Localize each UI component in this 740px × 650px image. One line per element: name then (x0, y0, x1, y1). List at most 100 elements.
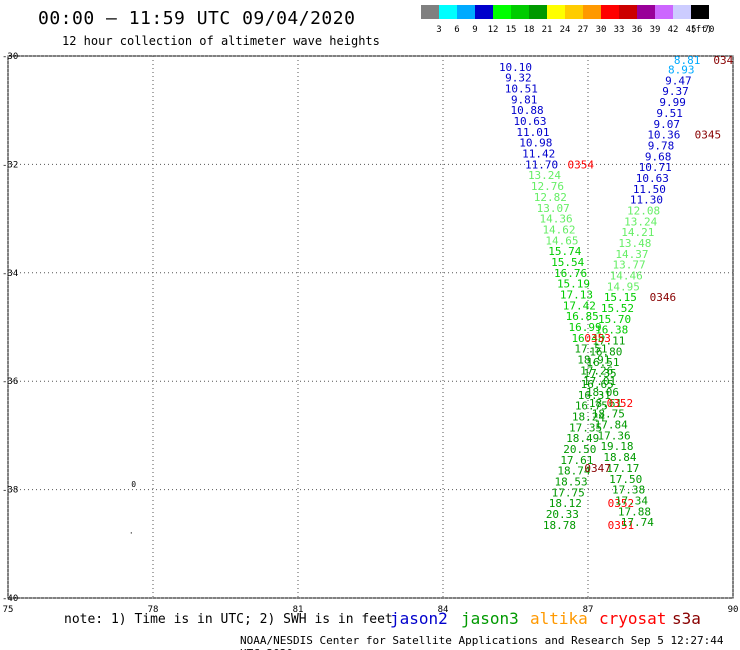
wave-height-label: 9.78 (648, 139, 675, 152)
wave-height-label: 10.36 (647, 129, 680, 142)
wave-height-label: 15.74 (548, 245, 581, 258)
wave-height-label: 12.08 (627, 204, 660, 217)
wave-height-label: 10.51 (505, 83, 538, 96)
wave-height-label: 17.11 (592, 335, 625, 348)
wave-height-label: 17.34 (615, 494, 648, 507)
legend-swatch (493, 5, 511, 19)
wave-height-label: 18.74 (557, 465, 590, 478)
wave-height-label: 18.84 (603, 451, 636, 464)
wave-height-label: 18.75 (592, 408, 625, 421)
wave-height-label: 0347 (584, 462, 611, 475)
y-tick-label: -36 (2, 377, 18, 387)
wave-height-label: 17.51 (574, 343, 607, 356)
wave-height-label: 16.76 (554, 267, 587, 280)
y-tick-label: -30 (2, 52, 18, 62)
wave-height-label: 9.37 (662, 85, 689, 98)
legend-swatch (583, 5, 601, 19)
legend-label: 15 (506, 25, 517, 35)
wave-height-label: 16.48 (571, 332, 604, 345)
wave-height-label: 10.98 (519, 137, 552, 150)
footer-credit: NOAA/NESDIS Center for Satellite Applica… (240, 634, 724, 650)
wave-height-label: 0352 (607, 397, 634, 410)
satellite-jason3: jason3 (461, 609, 519, 628)
wave-height-label: 17.13 (560, 288, 593, 301)
wave-height-label: 11.50 (633, 183, 666, 196)
satellite-s3a: s3a (672, 609, 701, 628)
x-tick-label: 84 (438, 605, 449, 615)
wave-height-label: 16.80 (589, 345, 622, 358)
wave-height-label: 17.88 (618, 505, 651, 518)
wave-height-label: 9.32 (505, 72, 532, 85)
legend-swatch (673, 5, 691, 19)
wave-height-label: 14.65 (545, 234, 578, 247)
legend-swatch (547, 5, 565, 19)
legend-label: 36 (632, 25, 643, 35)
wave-height-label: 20.33 (546, 508, 579, 521)
footer-note: note: 1) Time is in UTC; 2) SWH is in fe… (64, 612, 393, 627)
wave-height-label: 16.75 (575, 400, 608, 413)
legend-label: 18 (524, 25, 535, 35)
legend-unit: (ft) (690, 25, 712, 35)
legend-label: 12 (488, 25, 499, 35)
x-tick-label: 87 (583, 605, 594, 615)
wave-height-label: 17.17 (606, 462, 639, 475)
wave-height-label: 8.81 (674, 54, 701, 67)
wave-height-label: 0345 (695, 129, 722, 142)
wave-height-label: 13.07 (537, 202, 570, 215)
y-tick-label: -38 (2, 486, 18, 496)
wave-height-label: 9.51 (656, 107, 683, 120)
legend-label: 45 (686, 25, 697, 35)
wave-height-label: 9.68 (645, 150, 672, 163)
wave-height-label: 18.91 (577, 354, 610, 367)
wave-height-label: 9.99 (659, 96, 686, 109)
wave-height-label: 13.77 (613, 259, 646, 272)
wave-height-label: 17.75 (552, 486, 585, 499)
wave-height-label: 16.51 (586, 356, 619, 369)
wave-height-label: 17.26 (580, 364, 613, 377)
legend-label: 30 (596, 25, 607, 35)
wave-height-label: 17.61 (560, 454, 593, 467)
wave-height-label: 0351 (608, 519, 635, 532)
wave-height-label: 15.54 (551, 256, 584, 269)
wave-height-label: 16.38 (595, 324, 628, 337)
wave-height-label: 11.42 (522, 148, 555, 161)
wave-height-label: 11.30 (630, 194, 663, 207)
wave-height-label: 10.63 (513, 115, 546, 128)
legend-label: 42 (668, 25, 679, 35)
wave-height-label: 18.06 (586, 386, 619, 399)
wave-height-label: 11.01 (516, 126, 549, 139)
x-tick-label: 75 (3, 605, 14, 615)
wave-height-label: 17.74 (621, 516, 654, 529)
y-tick-label: -32 (2, 160, 18, 170)
wave-height-label: 16.99 (569, 321, 602, 334)
wave-height-label: 14.46 (610, 270, 643, 283)
wave-height-label: 18.24 (572, 410, 605, 423)
satellite-jason2: jason2 (390, 609, 448, 628)
legend-swatch (475, 5, 493, 19)
wave-height-label: 9.81 (511, 93, 538, 106)
wave-height-label: 19.18 (600, 440, 633, 453)
legend-swatch (637, 5, 655, 19)
legend-swatch (457, 5, 475, 19)
legend-label: 9 (472, 25, 477, 35)
wave-height-label: 18.53 (555, 475, 588, 488)
legend-label: 33 (614, 25, 625, 35)
wave-height-label: 9.47 (665, 74, 692, 87)
wave-height-label: 16.65 (581, 378, 614, 391)
wave-height-label: 15.19 (557, 278, 590, 291)
satellite-altika: altika (530, 609, 588, 628)
wave-height-label: 17.42 (563, 299, 596, 312)
legend-label: 21 (542, 25, 553, 35)
legend-label: 70 (704, 25, 715, 35)
wave-height-label: 034 (713, 54, 733, 67)
legend-label: 27 (578, 25, 589, 35)
wave-height-label: 17.35 (584, 367, 617, 380)
wave-height-label: 13.48 (618, 237, 651, 250)
wave-height-label: 15.52 (601, 302, 634, 315)
wave-height-label: 18.12 (549, 497, 582, 510)
wave-height-label: 20.50 (563, 443, 596, 456)
wave-height-label: 0353 (584, 332, 611, 345)
y-tick-label: -34 (2, 269, 18, 279)
